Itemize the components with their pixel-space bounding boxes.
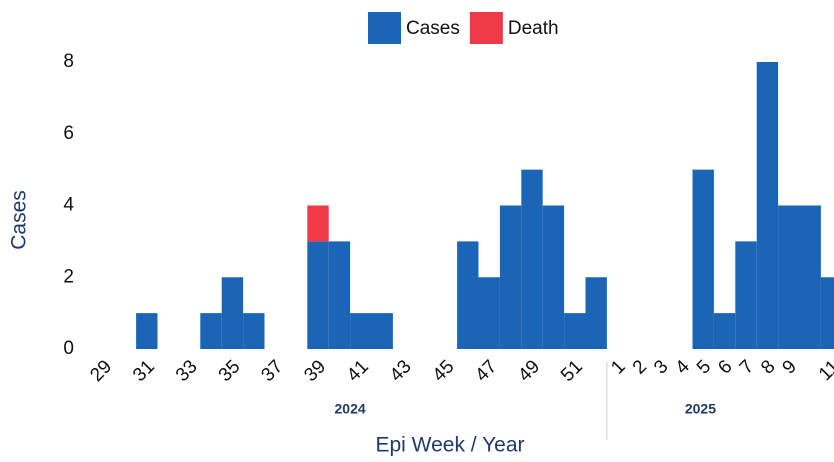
x-tick-label: 11	[815, 356, 834, 385]
x-tick-label: 2	[629, 356, 651, 378]
bar-segment	[713, 313, 736, 349]
bar-segment	[735, 241, 757, 349]
y-tick-label: 8	[63, 51, 74, 72]
x-tick-label: 4	[672, 356, 695, 379]
x-tick-label: 47	[471, 356, 501, 386]
x-tick-label: 31	[129, 356, 159, 386]
bar-segment	[542, 205, 565, 349]
bar-segment	[585, 277, 607, 349]
x-tick-label: 8	[757, 356, 779, 378]
x-tick-label: 37	[257, 356, 287, 386]
legend-swatch	[469, 12, 503, 44]
y-tick-label: 4	[63, 195, 74, 216]
bar-segment	[328, 241, 351, 349]
bar-segment	[820, 277, 834, 349]
bar-segment	[200, 313, 222, 349]
bar-segment	[564, 313, 586, 349]
bar-segment	[478, 277, 500, 349]
legend-label: Cases	[406, 18, 460, 39]
bar-segment	[371, 313, 393, 349]
bar-segment	[778, 205, 800, 349]
bar-segment	[307, 205, 329, 242]
x-tick-label: 33	[172, 356, 202, 386]
bar-segment	[243, 313, 265, 349]
x-tick-label: 39	[300, 356, 330, 386]
x-tick-label: 45	[429, 356, 459, 386]
y-tick-label: 2	[63, 266, 74, 287]
year-label: 2024	[335, 401, 366, 417]
bar-segment	[457, 241, 479, 349]
x-tick-label: 1	[607, 356, 629, 378]
x-tick-label: 9	[779, 356, 801, 378]
bar-segment	[136, 313, 158, 349]
x-tick-label: 49	[514, 356, 544, 386]
x-tick-label: 5	[693, 356, 715, 378]
legend-swatch	[368, 12, 401, 44]
x-tick-label: 29	[86, 356, 116, 386]
bar-segment	[692, 169, 714, 349]
y-tick-label: 6	[63, 123, 74, 144]
bar-segment	[756, 62, 779, 349]
x-tick-label: 51	[557, 356, 587, 386]
x-axis-title: Epi Week / Year	[375, 434, 524, 457]
x-tick-label: 35	[215, 356, 245, 386]
x-tick-label: 3	[650, 356, 672, 378]
x-tick-label: 6	[714, 356, 736, 378]
bar-segment	[221, 277, 244, 349]
x-tick-label: 7	[736, 356, 758, 378]
legend-label: Death	[508, 18, 559, 39]
bar-segment	[307, 241, 329, 349]
y-tick-label: 0	[63, 338, 74, 359]
bar-segment	[521, 169, 543, 349]
bar-segment	[350, 313, 372, 349]
x-tick-label: 41	[343, 356, 373, 386]
x-tick-label: 43	[386, 356, 416, 386]
bar-segment	[799, 205, 821, 349]
year-label: 2025	[685, 401, 716, 417]
bar-segment	[499, 205, 522, 349]
y-axis-title: Cases	[8, 190, 31, 250]
